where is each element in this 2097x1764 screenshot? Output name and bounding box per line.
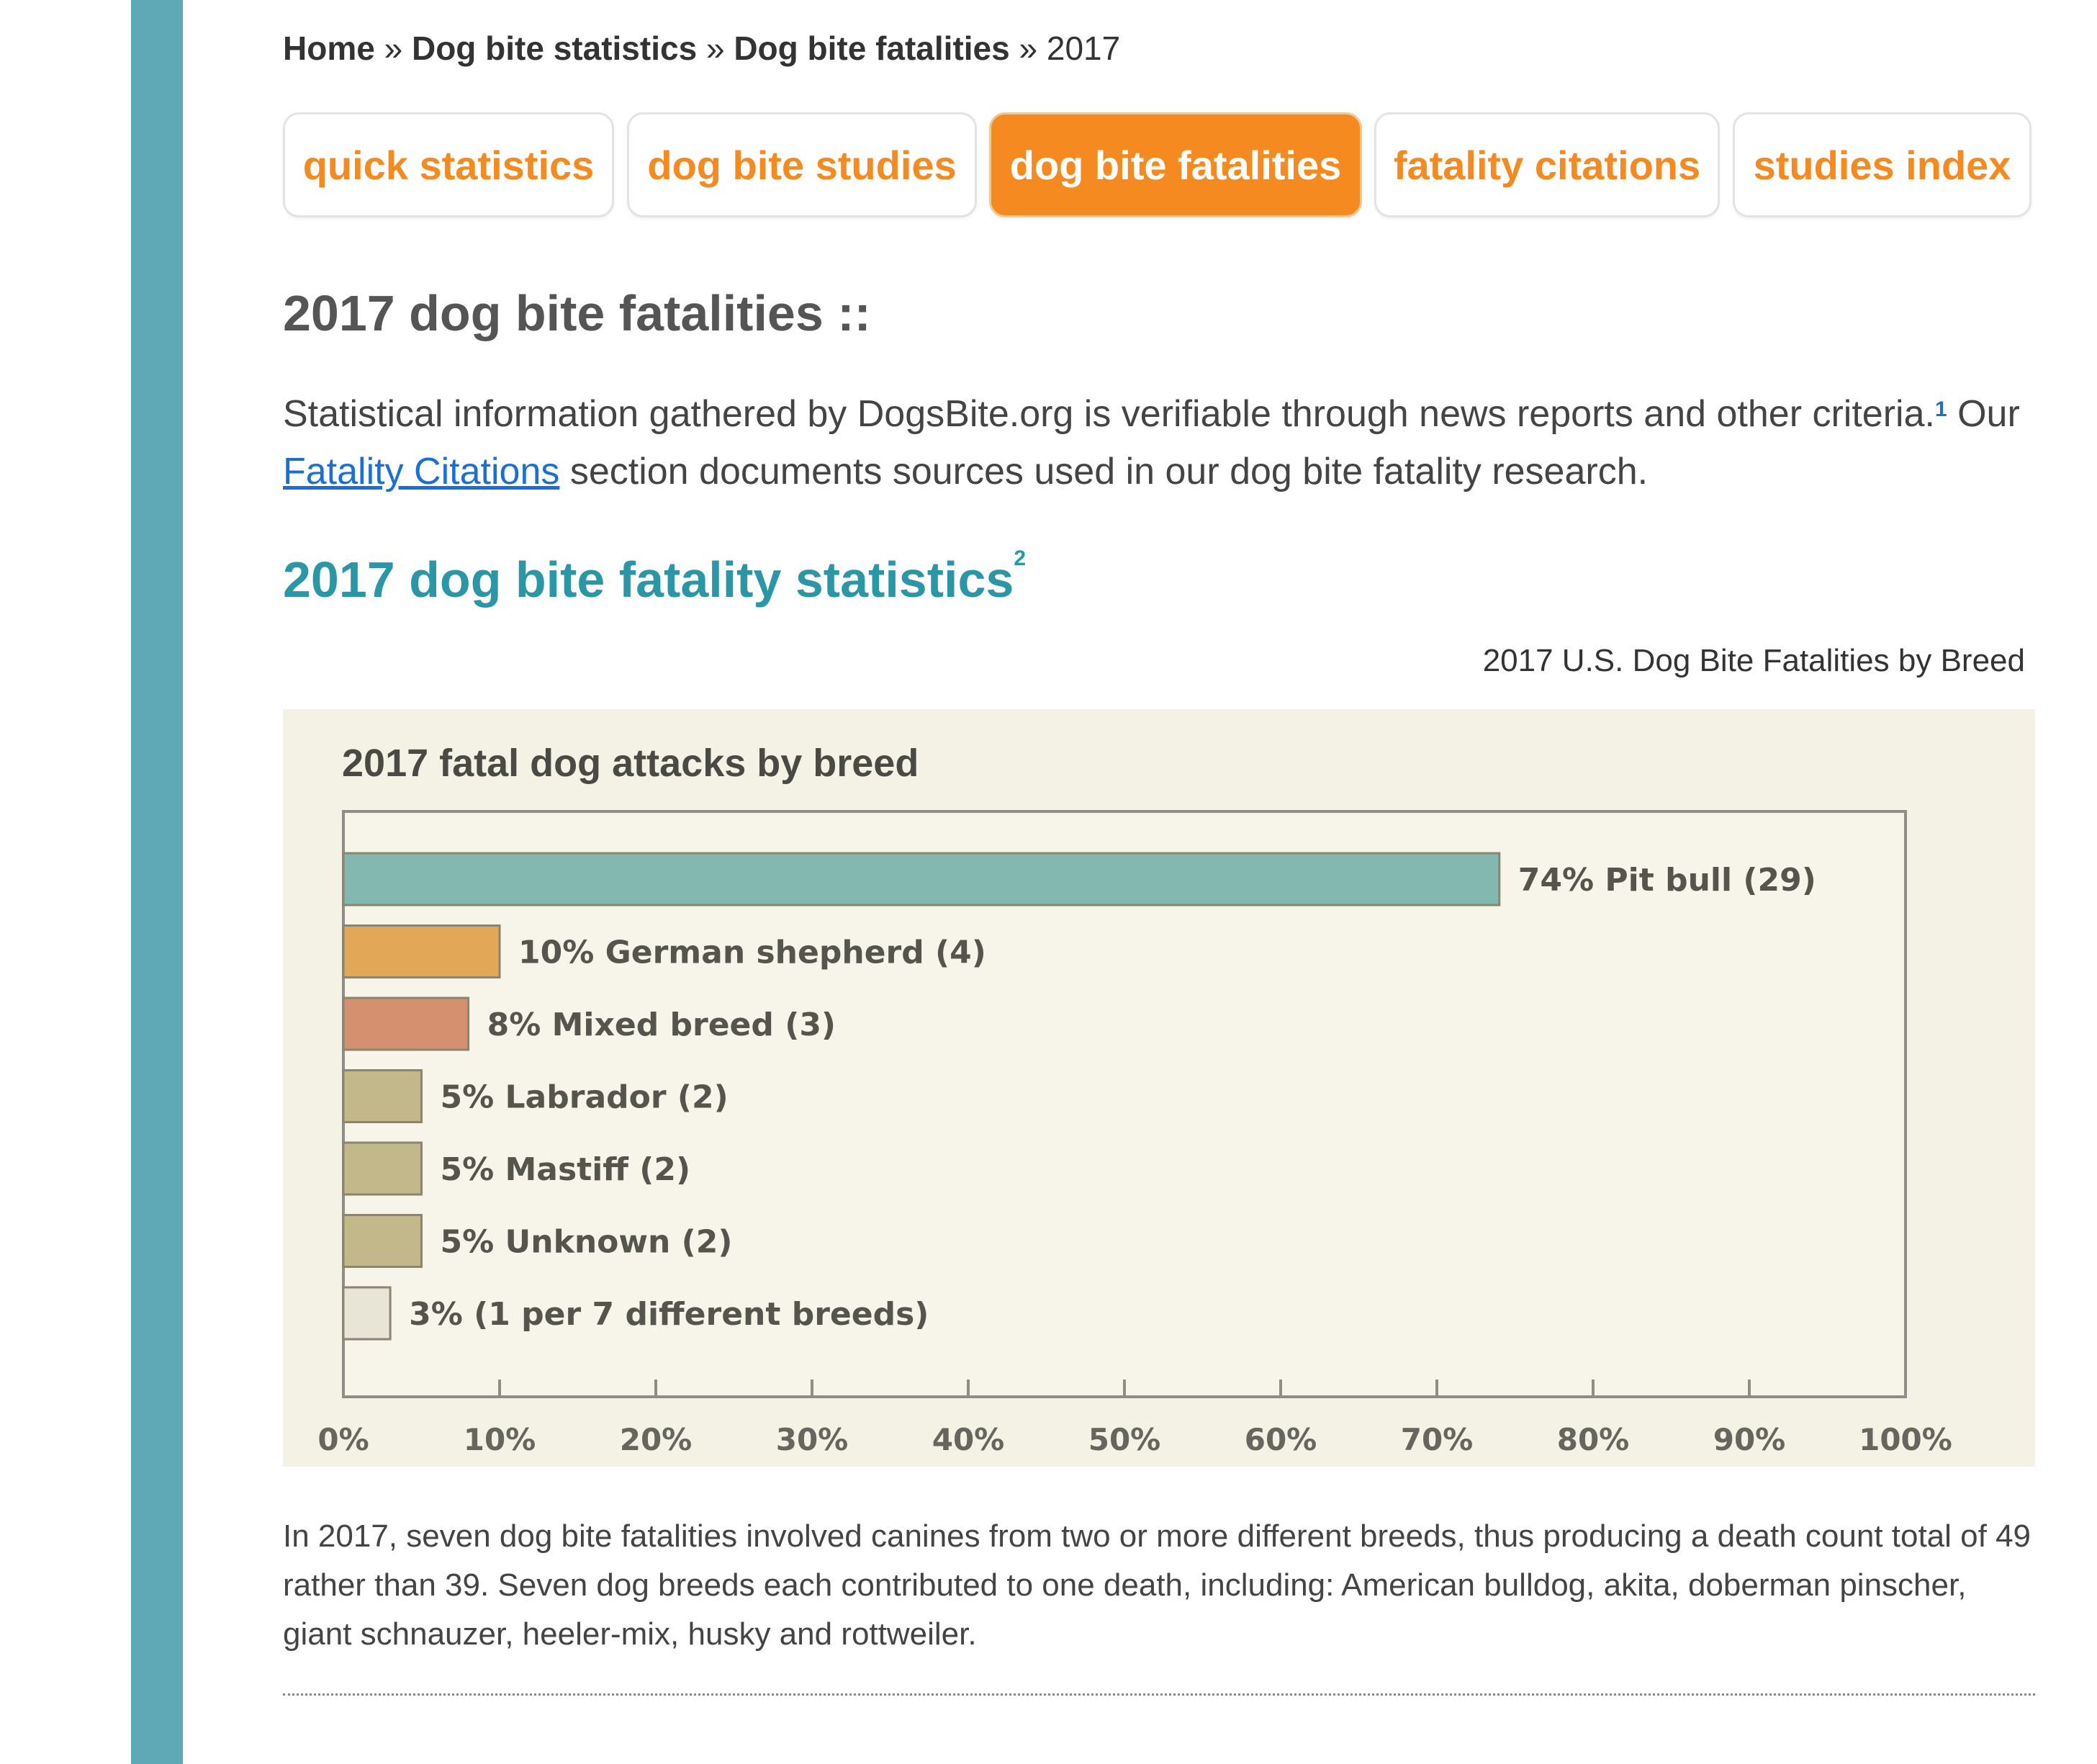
section-heading: 2017 dog bite fatality statistics2 <box>283 546 1026 608</box>
breadcrumb-dog-bite-fatalities[interactable]: Dog bite fatalities <box>734 30 1010 67</box>
x-tick-label: 20% <box>620 1422 693 1457</box>
breadcrumb: Home » Dog bite statistics » Dog bite fa… <box>283 29 1120 72</box>
tab-quick-statistics[interactable]: quick statistics <box>283 112 614 217</box>
left-sidebar-stripe <box>131 0 183 1764</box>
footnote-ref-1[interactable]: 1 <box>1934 397 1947 421</box>
bar-label: 74% Pit bull (29) <box>1518 862 1816 899</box>
tab-dog-bite-studies[interactable]: dog bite studies <box>627 112 977 217</box>
x-tick-label: 30% <box>776 1422 849 1457</box>
bar-label: 3% (1 per 7 different breeds) <box>409 1296 929 1333</box>
footnote-ref-2[interactable]: 2 <box>1014 546 1027 570</box>
x-tick-label: 40% <box>932 1422 1005 1457</box>
intro-text: Statistical information gathered by Dogs… <box>283 393 1935 435</box>
tab-fatality-citations[interactable]: fatality citations <box>1374 112 1720 217</box>
bar <box>342 924 501 978</box>
bar <box>342 1069 423 1123</box>
bar <box>342 1286 392 1341</box>
tab-studies-index[interactable]: studies index <box>1733 112 2031 217</box>
dotted-divider <box>283 1693 2035 1696</box>
bar-label: 10% German shepherd (4) <box>518 935 986 971</box>
plot-frame <box>342 810 1907 1398</box>
bar-label: 8% Mixed breed (3) <box>487 1007 836 1043</box>
fatality-citations-link[interactable]: Fatality Citations <box>283 451 560 492</box>
x-tick-label: 60% <box>1245 1422 1317 1457</box>
breadcrumb-current: 2017 <box>1046 30 1121 67</box>
bar <box>342 852 1501 906</box>
bar <box>342 996 470 1051</box>
chart-container: 2017 fatal dog attacks by breed 74% Pit b… <box>283 709 2035 1467</box>
x-tick-label: 0% <box>317 1422 369 1457</box>
x-tick-label: 70% <box>1401 1422 1474 1457</box>
bar-chart: 2017 fatal dog attacks by breed 74% Pit b… <box>317 742 1952 1457</box>
x-tick-label: 100% <box>1859 1422 1952 1457</box>
bar <box>342 1214 423 1268</box>
chart-caption: 2017 U.S. Dog Bite Fatalities by Breed <box>1482 643 2025 678</box>
chart-footnote: In 2017, seven dog bite fatalities invol… <box>283 1518 2031 1652</box>
x-tick-label: 10% <box>464 1422 536 1457</box>
x-tick-label: 90% <box>1713 1422 1786 1457</box>
breadcrumb-dog-bite-statistics[interactable]: Dog bite statistics <box>411 30 698 67</box>
breadcrumb-separator: » <box>384 30 403 67</box>
x-tick-label: 80% <box>1557 1422 1630 1457</box>
bar <box>342 1141 423 1196</box>
breadcrumb-separator: » <box>705 30 725 67</box>
bar-label: 5% Unknown (2) <box>441 1224 733 1261</box>
page-title: 2017 dog bite fatalities :: <box>283 285 871 341</box>
intro-text-mid: Our <box>1947 393 2020 435</box>
chart-title: 2017 fatal dog attacks by breed <box>342 742 919 785</box>
section-heading-text: 2017 dog bite fatality statistics <box>283 552 1014 608</box>
tab-dog-bite-fatalities[interactable]: dog bite fatalities <box>989 112 1362 217</box>
intro-paragraph: Statistical information gathered by Dogs… <box>283 385 2032 500</box>
nav-tabs: quick statistics dog bite studies dog bi… <box>283 112 2031 220</box>
bar-label: 5% Labrador (2) <box>441 1079 729 1116</box>
bar-label: 5% Mastiff (2) <box>441 1151 691 1188</box>
x-tick-label: 50% <box>1088 1422 1161 1457</box>
breadcrumb-home[interactable]: Home <box>283 30 375 67</box>
intro-text-after: section documents sources used in our do… <box>559 451 1649 492</box>
breadcrumb-separator: » <box>1019 30 1038 67</box>
